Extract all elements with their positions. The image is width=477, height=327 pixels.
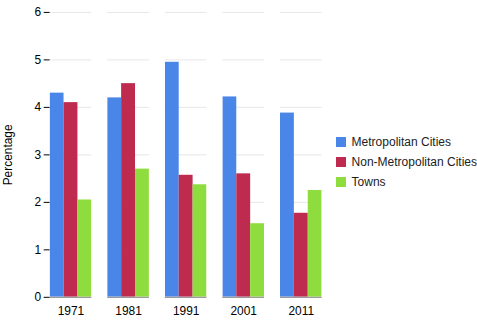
- svg-text:1981: 1981: [115, 304, 142, 318]
- svg-text:2011: 2011: [288, 304, 314, 318]
- svg-text:5: 5: [35, 53, 42, 67]
- svg-text:1: 1: [35, 243, 42, 257]
- svg-text:2: 2: [35, 195, 42, 209]
- svg-text:1991: 1991: [173, 304, 200, 318]
- svg-text:1971: 1971: [58, 304, 85, 318]
- svg-text:4: 4: [35, 100, 42, 114]
- svg-text:Percentage: Percentage: [1, 124, 15, 185]
- svg-text:3: 3: [35, 148, 42, 162]
- html-text:Towns: Towns: [351, 175, 386, 190]
- html-text:Non-Metropolitan Cities: Non-Metropolitan Cities: [351, 155, 477, 170]
- svg-text:0: 0: [35, 290, 42, 304]
- svg-text:6: 6: [35, 5, 42, 19]
- svg-text:2001: 2001: [230, 304, 257, 318]
- html-text:Metropolitan Cities: Metropolitan Cities: [351, 135, 451, 150]
